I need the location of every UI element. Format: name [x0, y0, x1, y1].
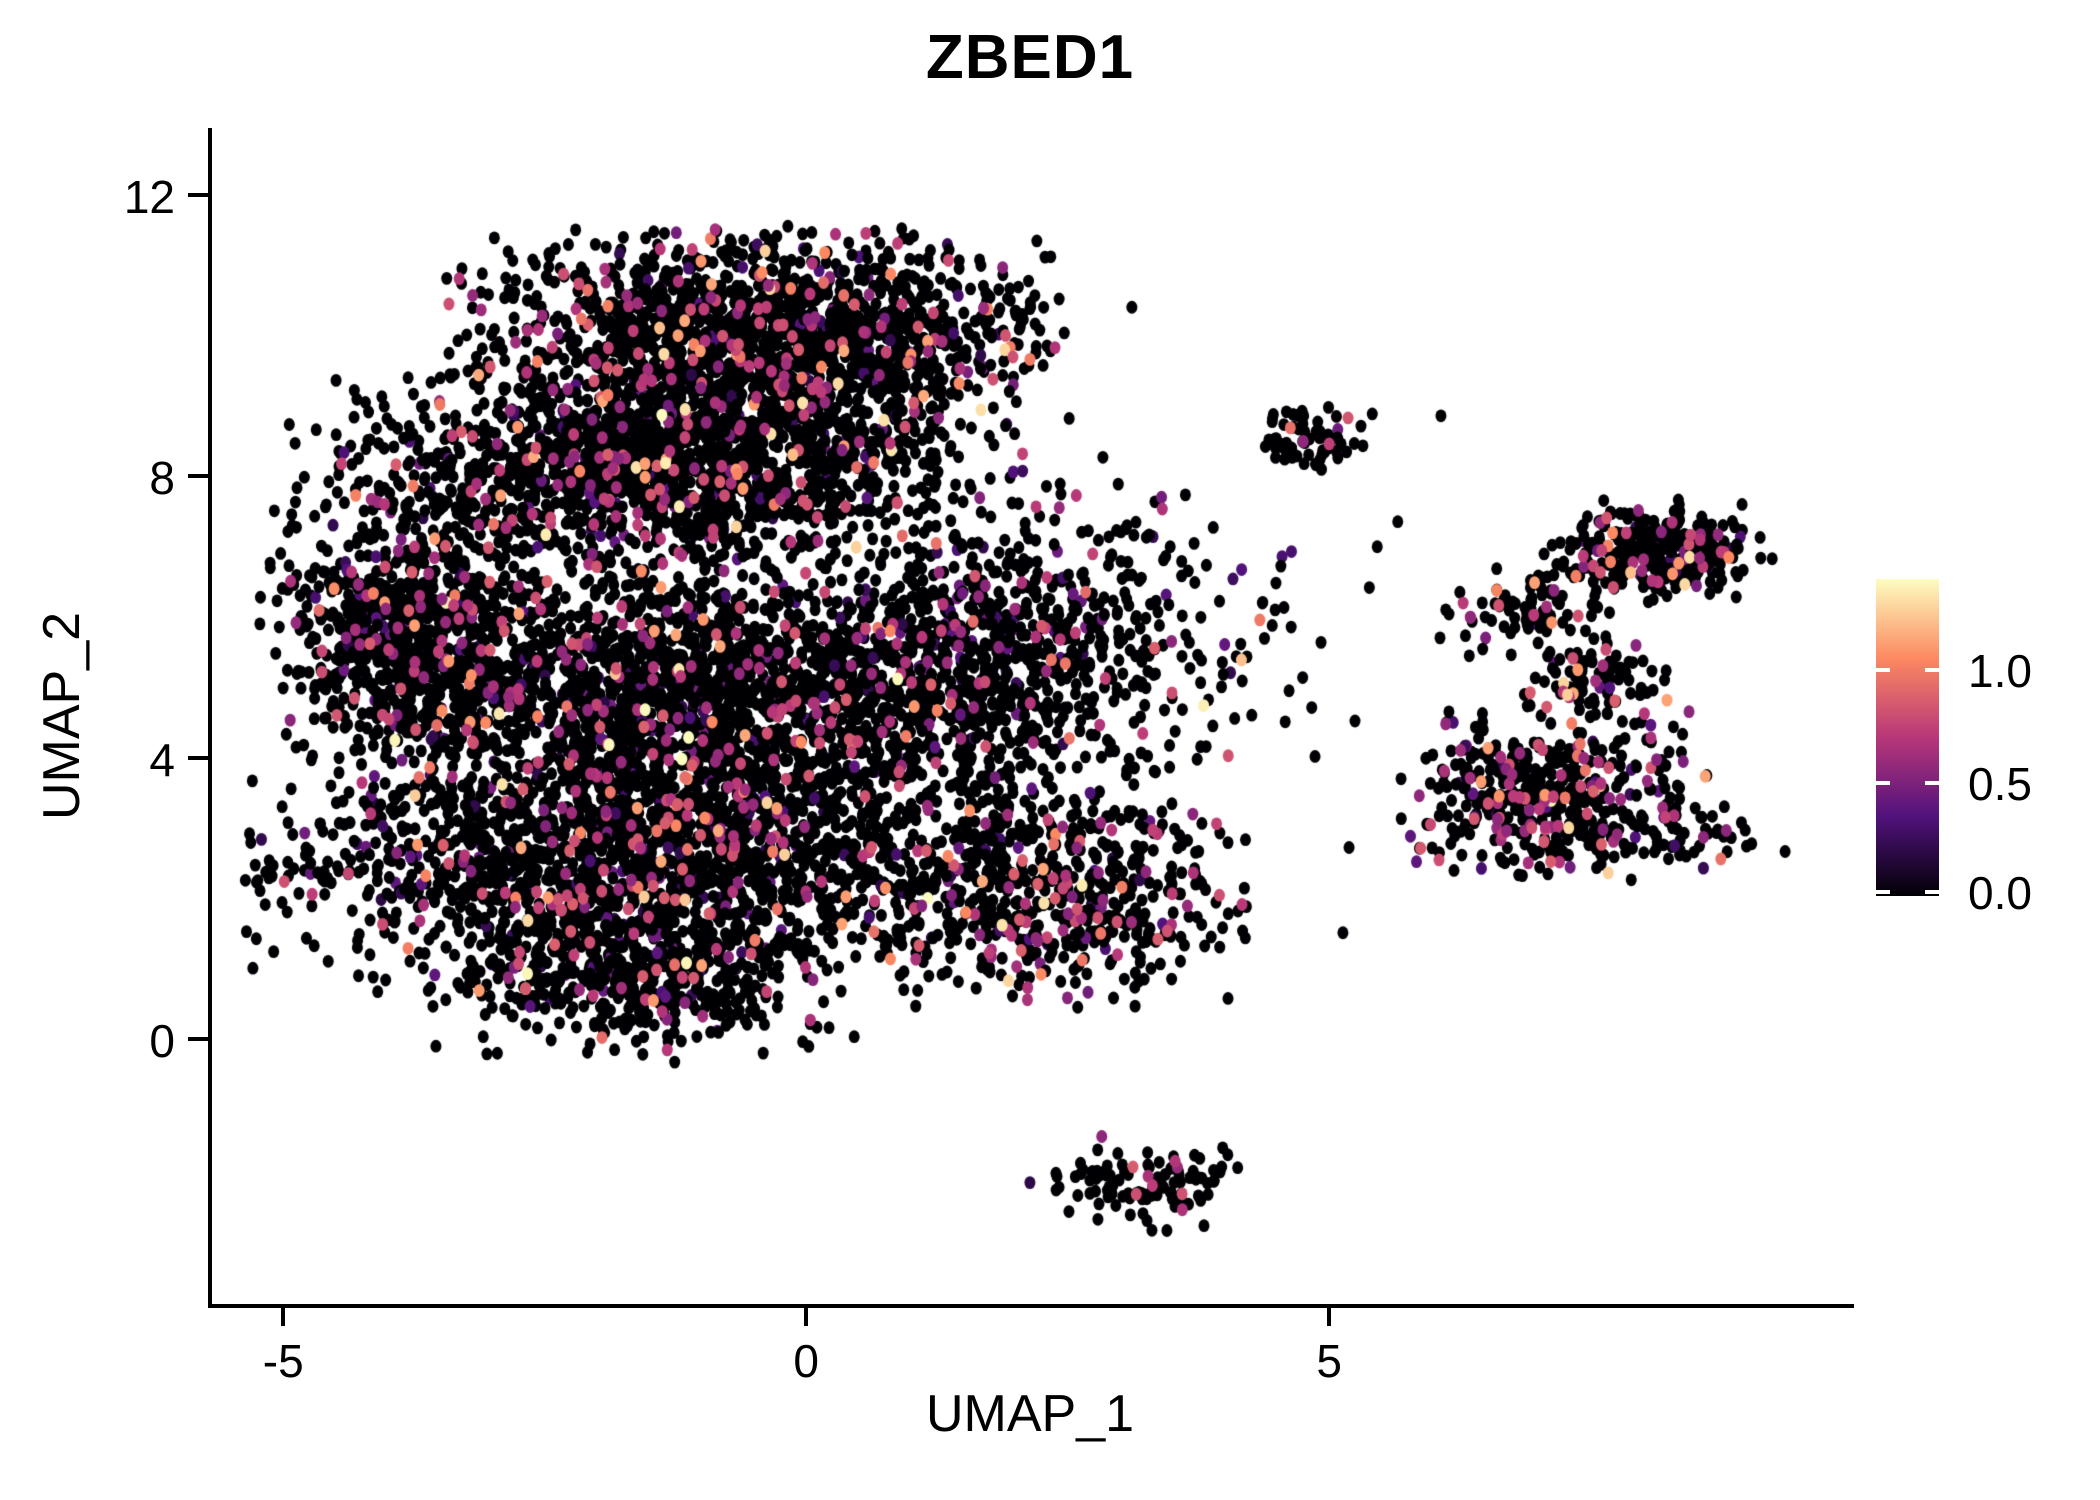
y-axis-title-text: UMAP_2	[33, 611, 92, 821]
colorbar-tick-mark	[1925, 780, 1939, 785]
x-tick-label: -5	[262, 1335, 304, 1387]
y-tick-mark	[188, 192, 210, 197]
colorbar-tick-mark	[1925, 890, 1939, 894]
colorbar-gradient	[1876, 579, 1939, 896]
colorbar-tick-mark	[1876, 890, 1890, 894]
x-tick-mark	[281, 1304, 286, 1326]
y-tick-label: 8	[149, 452, 175, 505]
x-tick-mark	[1327, 1304, 1332, 1326]
y-tick-mark	[188, 1037, 210, 1042]
y-tick-label: 0	[149, 1015, 175, 1068]
y-tick-label: 12	[123, 170, 175, 223]
x-axis-title: UMAP_1	[925, 1385, 1135, 1443]
colorbar-tick-label: 1.0	[1968, 644, 2032, 697]
colorbar-tick-mark	[1876, 667, 1890, 672]
chart-title: ZBED1	[925, 23, 1135, 92]
y-axis-line	[208, 128, 212, 1308]
y-tick-label: 4	[149, 733, 175, 786]
x-tick-label: 5	[1316, 1335, 1342, 1387]
colorbar-tick-label: 0.5	[1968, 757, 2032, 810]
colorbar-tick-mark	[1876, 780, 1890, 785]
x-tick-mark	[804, 1304, 809, 1326]
colorbar-tick-label: 0.0	[1968, 867, 2032, 919]
y-tick-mark	[188, 755, 210, 760]
colorbar-tick-mark	[1925, 667, 1939, 672]
y-tick-mark	[188, 474, 210, 479]
x-tick-label: 0	[793, 1335, 819, 1387]
x-axis-line	[208, 1304, 1854, 1308]
